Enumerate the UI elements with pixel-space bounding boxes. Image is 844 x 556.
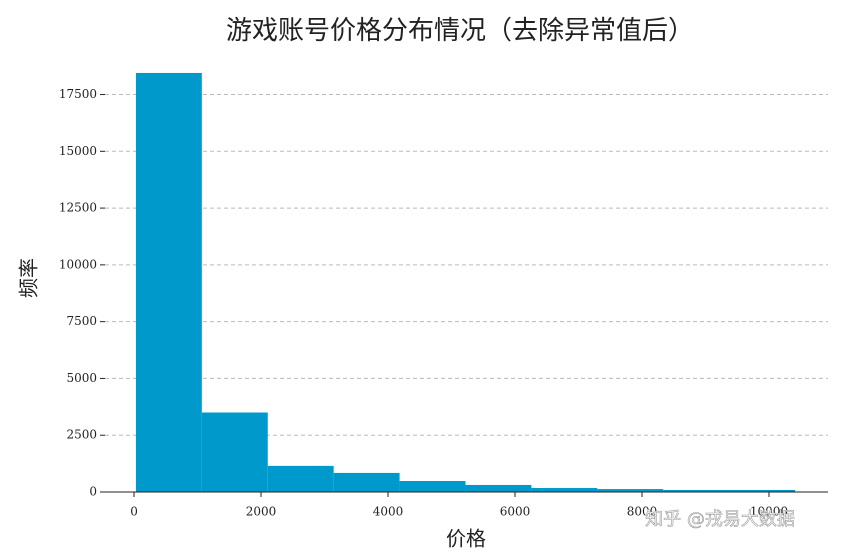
y-tick-label: 10000 [59, 257, 97, 271]
x-axis-label: 价格 [446, 527, 486, 551]
bar [597, 489, 664, 492]
bar [465, 484, 532, 492]
x-tick-label: 6000 [500, 505, 531, 519]
y-axis-label: 频率 [17, 258, 41, 298]
y-tick-label: 15000 [59, 144, 97, 158]
y-tick-label: 2500 [66, 428, 97, 442]
x-tick-label: 4000 [373, 505, 404, 519]
x-tick-label: 8000 [627, 505, 658, 519]
chart-title: 游戏账号价格分布情况（去除异常值后） [226, 16, 694, 46]
bar [663, 489, 730, 492]
y-tick-label: 17500 [59, 87, 97, 101]
bar [729, 489, 796, 492]
y-tick-label: 7500 [66, 314, 97, 328]
bar [201, 412, 268, 492]
y-tick-label: 12500 [59, 201, 97, 215]
x-tick-label: 2000 [246, 505, 277, 519]
watermark: 知乎 @戎易大数据 [645, 509, 795, 530]
x-tick-label: 0 [130, 505, 138, 519]
x-tick-label: 10000 [750, 505, 788, 519]
bar [399, 480, 466, 492]
bar [333, 472, 400, 492]
bar [135, 72, 202, 493]
bar [531, 488, 598, 492]
bar [267, 465, 334, 492]
y-tick-label: 0 [89, 485, 97, 499]
y-tick-label: 5000 [66, 371, 97, 385]
